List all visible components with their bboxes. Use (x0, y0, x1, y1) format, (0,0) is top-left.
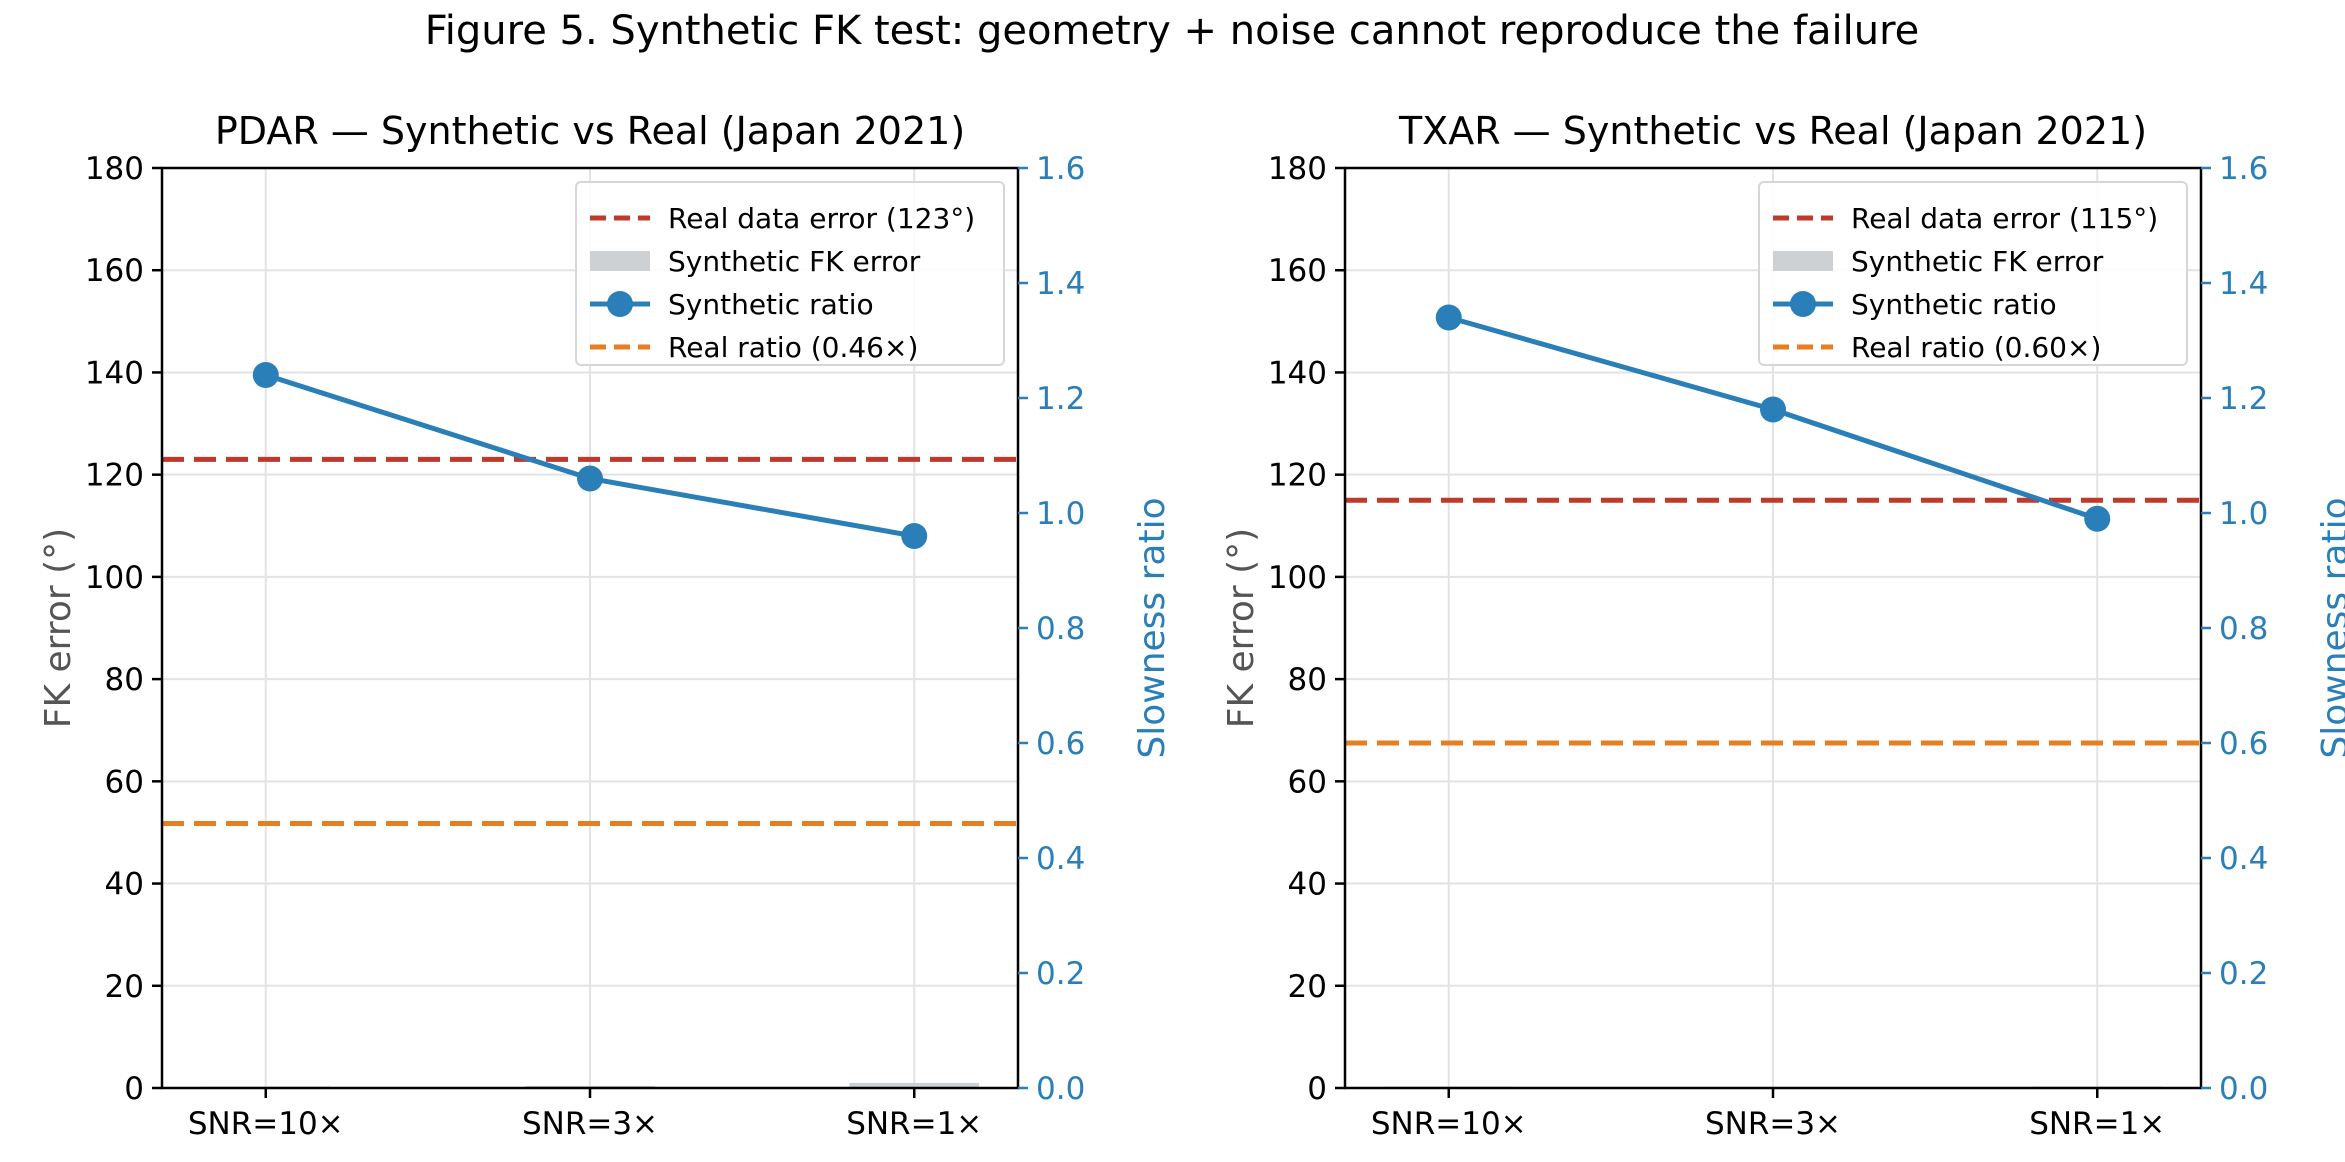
y2-tick-label: 1.4 (1036, 266, 1085, 302)
panel-title: TXAR — Synthetic vs Real (Japan 2021) (1398, 109, 2147, 153)
y2-tick-label: 0.6 (1036, 726, 1085, 762)
legend: Real data error (123°) Synthetic FK error… (575, 181, 1005, 366)
y-tick-label: 40 (1288, 867, 1327, 903)
panel-txar: 0 20 40 60 80 100 120 140 160 180 0.0 0.2 0.4 0.6 0.8 1… (1221, 109, 2345, 1142)
legend-label: Synthetic ratio (668, 288, 874, 321)
synthetic-ratio-point (252, 362, 279, 388)
x-tick-label: SNR=1× (846, 1106, 982, 1142)
y2-tick-label: 0.2 (2219, 956, 2268, 992)
y-tick-label: 140 (1268, 355, 1327, 391)
legend-swatch-synthetic-fk-error (590, 251, 650, 271)
y-tick-label: 160 (85, 253, 144, 289)
y-tick-label: 100 (85, 560, 144, 596)
y2-tick-label: 1.2 (2219, 381, 2268, 417)
y-tick-label: 60 (1288, 764, 1327, 800)
y2-tick-label: 0.4 (1036, 841, 1085, 877)
synthetic-ratio-point (577, 465, 603, 492)
legend-label: Synthetic FK error (1851, 245, 2104, 278)
y-tick-label: 60 (105, 764, 144, 800)
y-tick-label: 80 (1288, 662, 1327, 698)
y2-tick-label: 0.8 (2219, 611, 2268, 647)
y2-tick-label: 1.0 (1036, 496, 1085, 532)
x-tick-label: SNR=10× (1371, 1106, 1527, 1142)
legend-label: Real ratio (0.60×) (1851, 331, 2101, 364)
y2-tick-label: 0.8 (1036, 611, 1085, 647)
panel-title: PDAR — Synthetic vs Real (Japan 2021) (215, 109, 965, 153)
legend-label: Real ratio (0.46×) (668, 331, 918, 364)
y-tick-label: 80 (105, 662, 144, 698)
legend-label: Real data error (115°) (1851, 202, 2158, 235)
y2-tick-label: 0.0 (2219, 1071, 2268, 1107)
y2-tick-label: 1.0 (2219, 496, 2268, 532)
y2-tick-label: 0.0 (1036, 1071, 1085, 1107)
synthetic-ratio-point (1760, 396, 1786, 423)
y2-tick-label: 0.2 (1036, 956, 1085, 992)
legend-box (1758, 181, 2188, 366)
synthetic-ratio-point (1435, 304, 1462, 331)
synthetic-ratio-point (2084, 505, 2111, 532)
legend-swatch-synthetic-fk-error (1773, 251, 1833, 271)
y2-axis-label: Slowness ratio (2315, 497, 2345, 758)
y-tick-label: 180 (1268, 151, 1327, 187)
legend-label: Synthetic ratio (1851, 288, 2057, 321)
y-axis-label: FK error (°) (1221, 528, 1262, 728)
y-tick-label: 0 (124, 1071, 144, 1107)
legend-label: Synthetic FK error (668, 245, 921, 278)
legend: Real data error (115°) Synthetic FK error… (1758, 181, 2188, 366)
y2-tick-label: 1.2 (1036, 381, 1085, 417)
figure-title: Figure 5. Synthetic FK test: geometry + … (425, 8, 1920, 54)
y-tick-label: 100 (1268, 560, 1327, 596)
x-tick-label: SNR=1× (2029, 1106, 2165, 1142)
legend-box (575, 181, 1005, 366)
y-tick-label: 160 (1268, 253, 1327, 289)
y-axis-label: FK error (°) (38, 528, 79, 728)
y-tick-label: 20 (1288, 969, 1327, 1005)
y2-tick-label: 1.6 (1036, 151, 1085, 187)
legend-label: Real data error (123°) (668, 202, 975, 235)
legend-swatch-synthetic-ratio-marker (1790, 291, 1816, 317)
y-tick-label: 0 (1307, 1071, 1327, 1107)
y2-tick-label: 1.4 (2219, 266, 2268, 302)
x-tick-label: SNR=3× (522, 1106, 658, 1142)
y2-tick-label: 1.6 (2219, 151, 2268, 187)
synthetic-ratio-point (901, 523, 928, 549)
y-tick-label: 40 (105, 867, 144, 903)
y-tick-label: 20 (105, 969, 144, 1005)
y-tick-label: 180 (85, 151, 144, 187)
x-tick-label: SNR=3× (1705, 1106, 1841, 1142)
y-tick-label: 140 (85, 355, 144, 391)
y2-tick-label: 0.6 (2219, 726, 2268, 762)
y2-axis-label: Slowness ratio (1132, 497, 1173, 758)
bar-synthetic-fk-error (849, 1082, 980, 1088)
y-tick-label: 120 (85, 458, 144, 494)
legend-swatch-synthetic-ratio-marker (607, 291, 633, 317)
x-tick-label: SNR=10× (188, 1106, 344, 1142)
panel-pdar: 0 20 40 60 80 100 120 140 160 180 0.0 0.2 0.4 0.6 0.8 1… (38, 109, 1173, 1142)
y2-tick-label: 0.4 (2219, 841, 2268, 877)
y-tick-label: 120 (1268, 458, 1327, 494)
